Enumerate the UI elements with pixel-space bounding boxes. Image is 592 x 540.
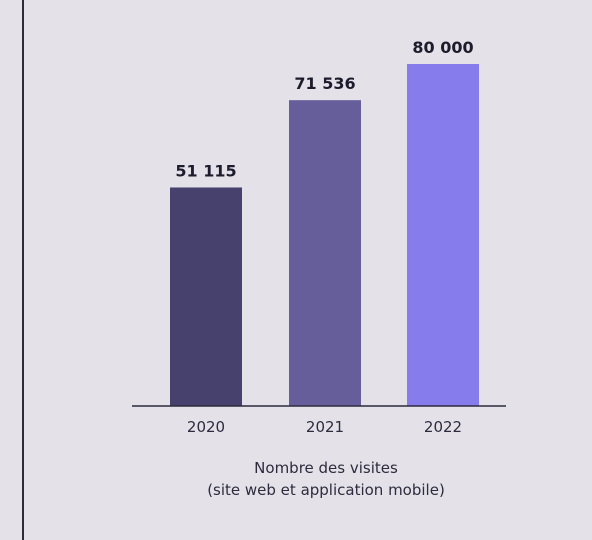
bar-2022 [407, 64, 479, 406]
left-border-rule [22, 0, 24, 540]
bar-2021 [289, 100, 361, 407]
bar-2020 [170, 187, 242, 406]
x-axis-label-note: (site web et application mobile) [207, 481, 445, 499]
x-tick-label-2021: 2021 [306, 418, 344, 436]
x-axis-label: Nombre des visites [254, 459, 398, 477]
bar-chart: 51 115 2020 71 536 2021 80 000 2022 [132, 38, 506, 436]
data-label-2020: 51 115 [175, 161, 236, 180]
x-tick-label-2022: 2022 [424, 418, 462, 436]
x-tick-label-2020: 2020 [187, 418, 225, 436]
data-label-2022: 80 000 [412, 38, 473, 57]
data-label-2021: 71 536 [294, 74, 355, 93]
